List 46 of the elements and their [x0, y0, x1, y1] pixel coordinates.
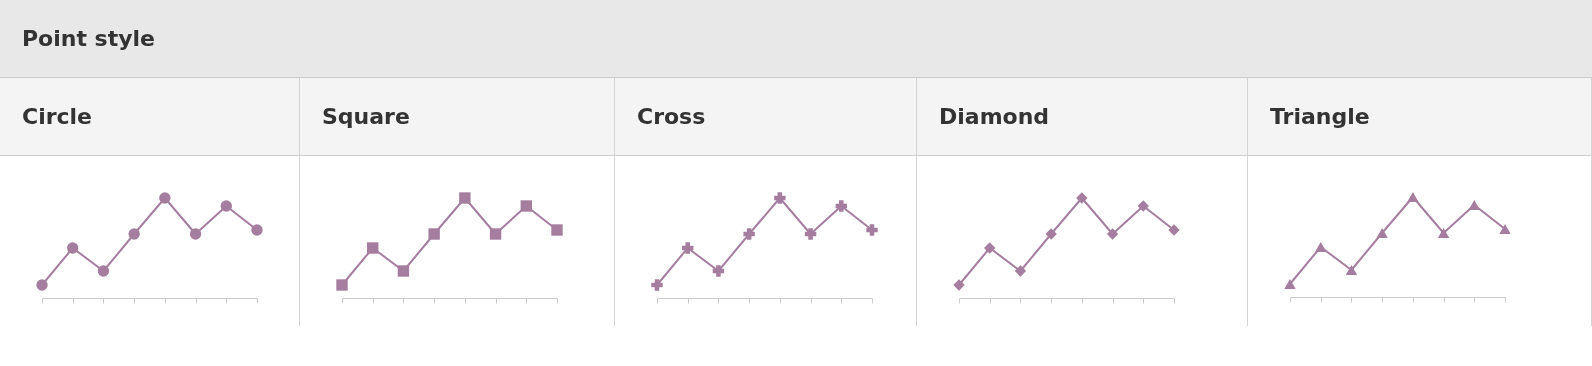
point [1499, 224, 1511, 234]
chart-title: Cross [615, 78, 916, 156]
point [1345, 265, 1358, 275]
point [1407, 192, 1419, 202]
point [520, 200, 532, 212]
point [36, 279, 48, 291]
chart-title: Square [300, 78, 614, 156]
point [367, 242, 379, 254]
point [67, 242, 79, 254]
point [774, 192, 786, 204]
point [1106, 228, 1119, 240]
point [97, 265, 110, 277]
point [336, 279, 348, 291]
point [1376, 228, 1388, 238]
point [1468, 200, 1480, 210]
point [1076, 192, 1088, 204]
point [866, 224, 878, 236]
point [1137, 200, 1149, 212]
point [682, 242, 694, 254]
point [489, 228, 502, 240]
chart-title: Triangle [1248, 78, 1591, 156]
chart-title: Circle [0, 78, 299, 156]
point [1284, 279, 1296, 289]
point [220, 200, 232, 212]
point [651, 279, 663, 291]
point [743, 228, 755, 240]
point [953, 279, 965, 291]
point [1315, 242, 1327, 252]
point [428, 228, 440, 240]
point [251, 224, 263, 236]
point [159, 192, 171, 204]
point [984, 242, 996, 254]
point [189, 228, 202, 240]
point [459, 192, 471, 204]
point [1045, 228, 1057, 240]
point [712, 265, 725, 277]
point [835, 200, 847, 212]
point [1437, 228, 1450, 238]
point [804, 228, 817, 240]
point [1014, 265, 1027, 277]
text: Point style [0, 0, 1592, 78]
point [128, 228, 140, 240]
point [397, 265, 410, 277]
chart-title: Diamond [917, 78, 1247, 156]
point [1168, 224, 1180, 236]
point [551, 224, 563, 236]
